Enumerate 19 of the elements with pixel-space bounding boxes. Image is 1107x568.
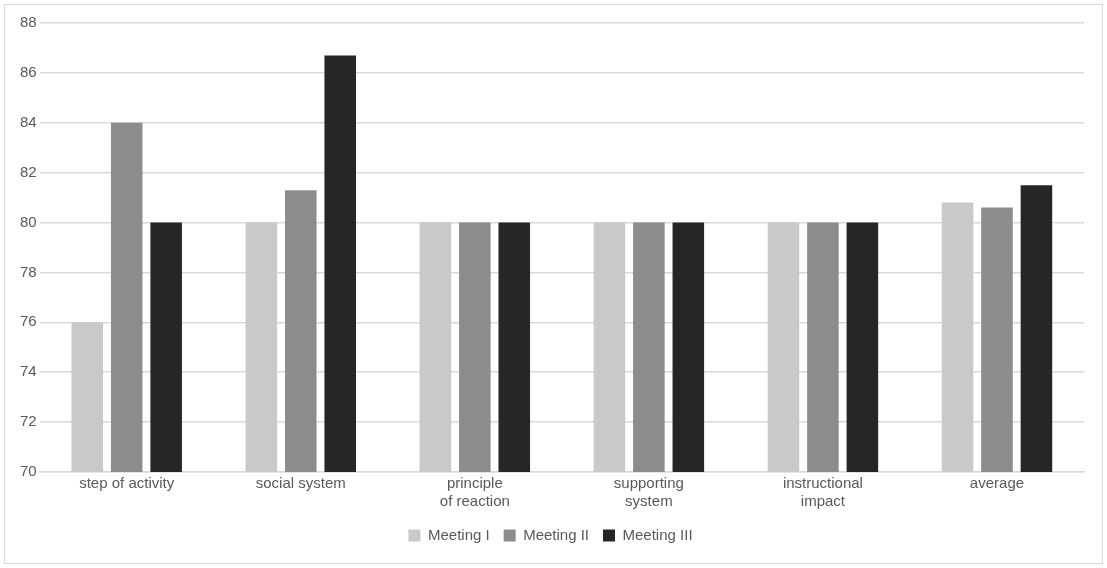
y-tick-label: 88 [20,13,37,31]
x-tick-label: principle of reaction [439,474,510,510]
x-tick-label: social system [255,474,346,492]
y-tick-label: 70 [20,462,37,480]
y-tick-label: 84 [20,112,37,130]
legend-label: Meeting III [622,525,693,543]
y-tick-label: 86 [20,63,37,81]
legend-label: Meeting I [427,525,490,543]
y-tick-label: 82 [20,162,37,180]
y-tick-label: 78 [20,262,37,280]
y-tick-label: 80 [20,212,37,230]
x-tick-label: average [969,474,1025,492]
legend-label: Meeting II [523,525,590,543]
x-tick-label: step of activity [79,474,175,492]
y-tick-label: 74 [20,362,37,380]
x-tick-label: supporting system [613,474,684,510]
x-tick-label: instructional impact [782,474,863,510]
y-tick-label: 72 [20,412,37,430]
y-tick-label: 76 [20,312,37,330]
